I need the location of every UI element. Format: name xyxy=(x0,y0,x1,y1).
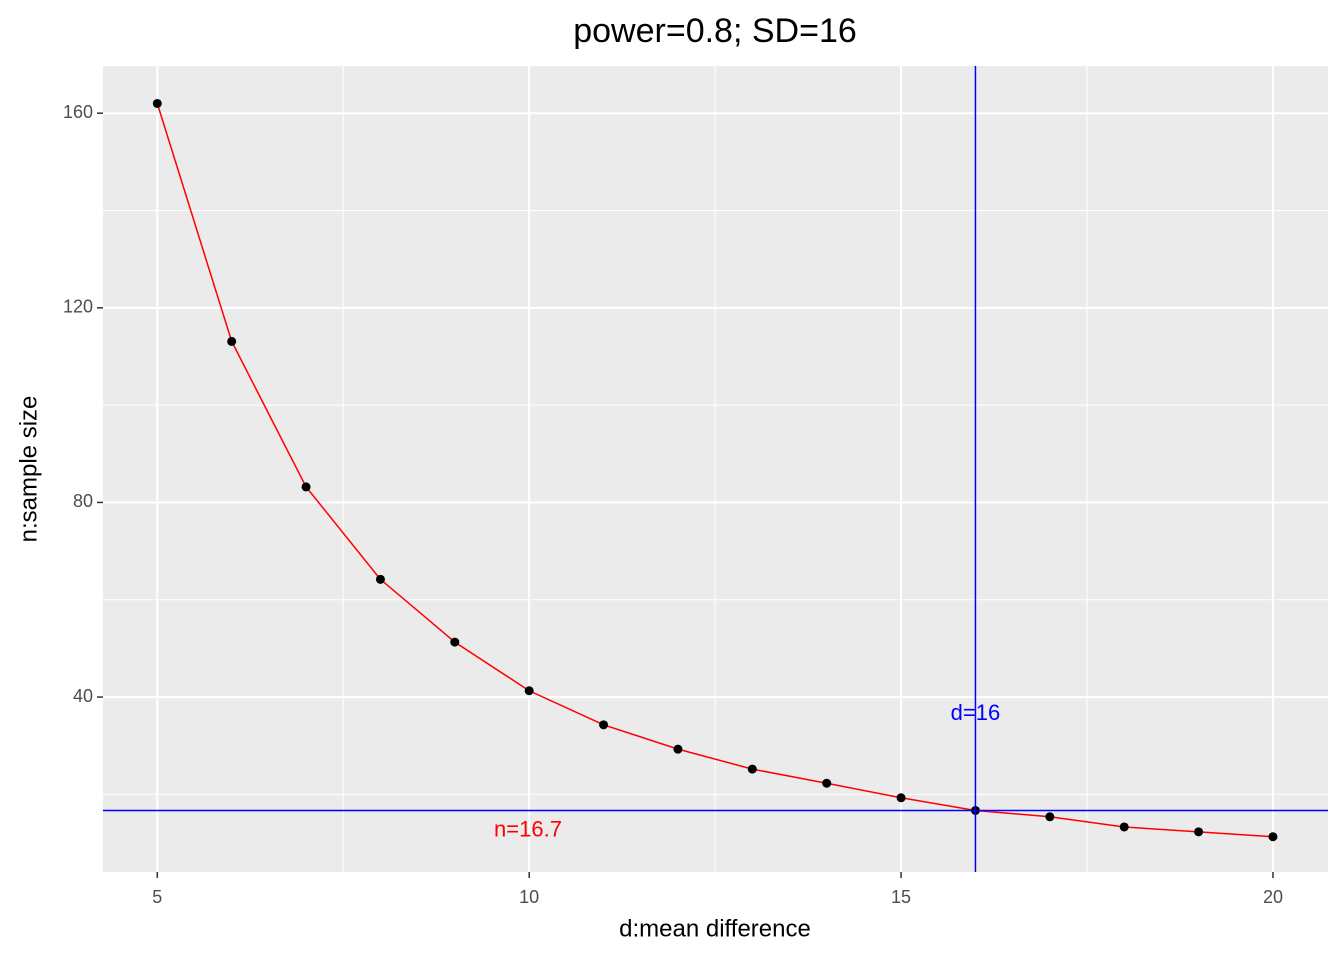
data-point xyxy=(1268,832,1278,842)
y-tick-label: 120 xyxy=(63,297,93,317)
data-point xyxy=(1194,827,1204,837)
data-point xyxy=(450,637,460,647)
x-tick-label: 5 xyxy=(152,887,162,907)
data-point xyxy=(301,482,311,492)
data-point xyxy=(524,686,534,696)
x-axis-title: d:mean difference xyxy=(619,915,811,942)
x-tick-label: 20 xyxy=(1263,887,1283,907)
y-tick-label: 160 xyxy=(63,102,93,122)
y-tick-label: 40 xyxy=(73,686,93,706)
data-point xyxy=(896,793,906,803)
x-tick-label: 10 xyxy=(519,887,539,907)
data-point xyxy=(599,720,609,730)
y-axis-title: n:sample size xyxy=(15,396,42,543)
data-point xyxy=(152,98,162,108)
data-line xyxy=(156,103,1274,838)
annotation: d=16 xyxy=(951,700,1001,725)
data-point xyxy=(1045,812,1055,822)
annotation: n=16.7 xyxy=(494,816,562,841)
data-point xyxy=(375,574,385,584)
y-tick-label: 80 xyxy=(73,491,93,511)
data-point xyxy=(747,764,757,774)
x-tick-label: 15 xyxy=(891,887,911,907)
data-point xyxy=(1119,822,1129,832)
data-point xyxy=(822,778,832,788)
data-point xyxy=(227,336,237,346)
chart-title: power=0.8; SD=16 xyxy=(573,12,857,50)
data-point xyxy=(673,744,683,754)
